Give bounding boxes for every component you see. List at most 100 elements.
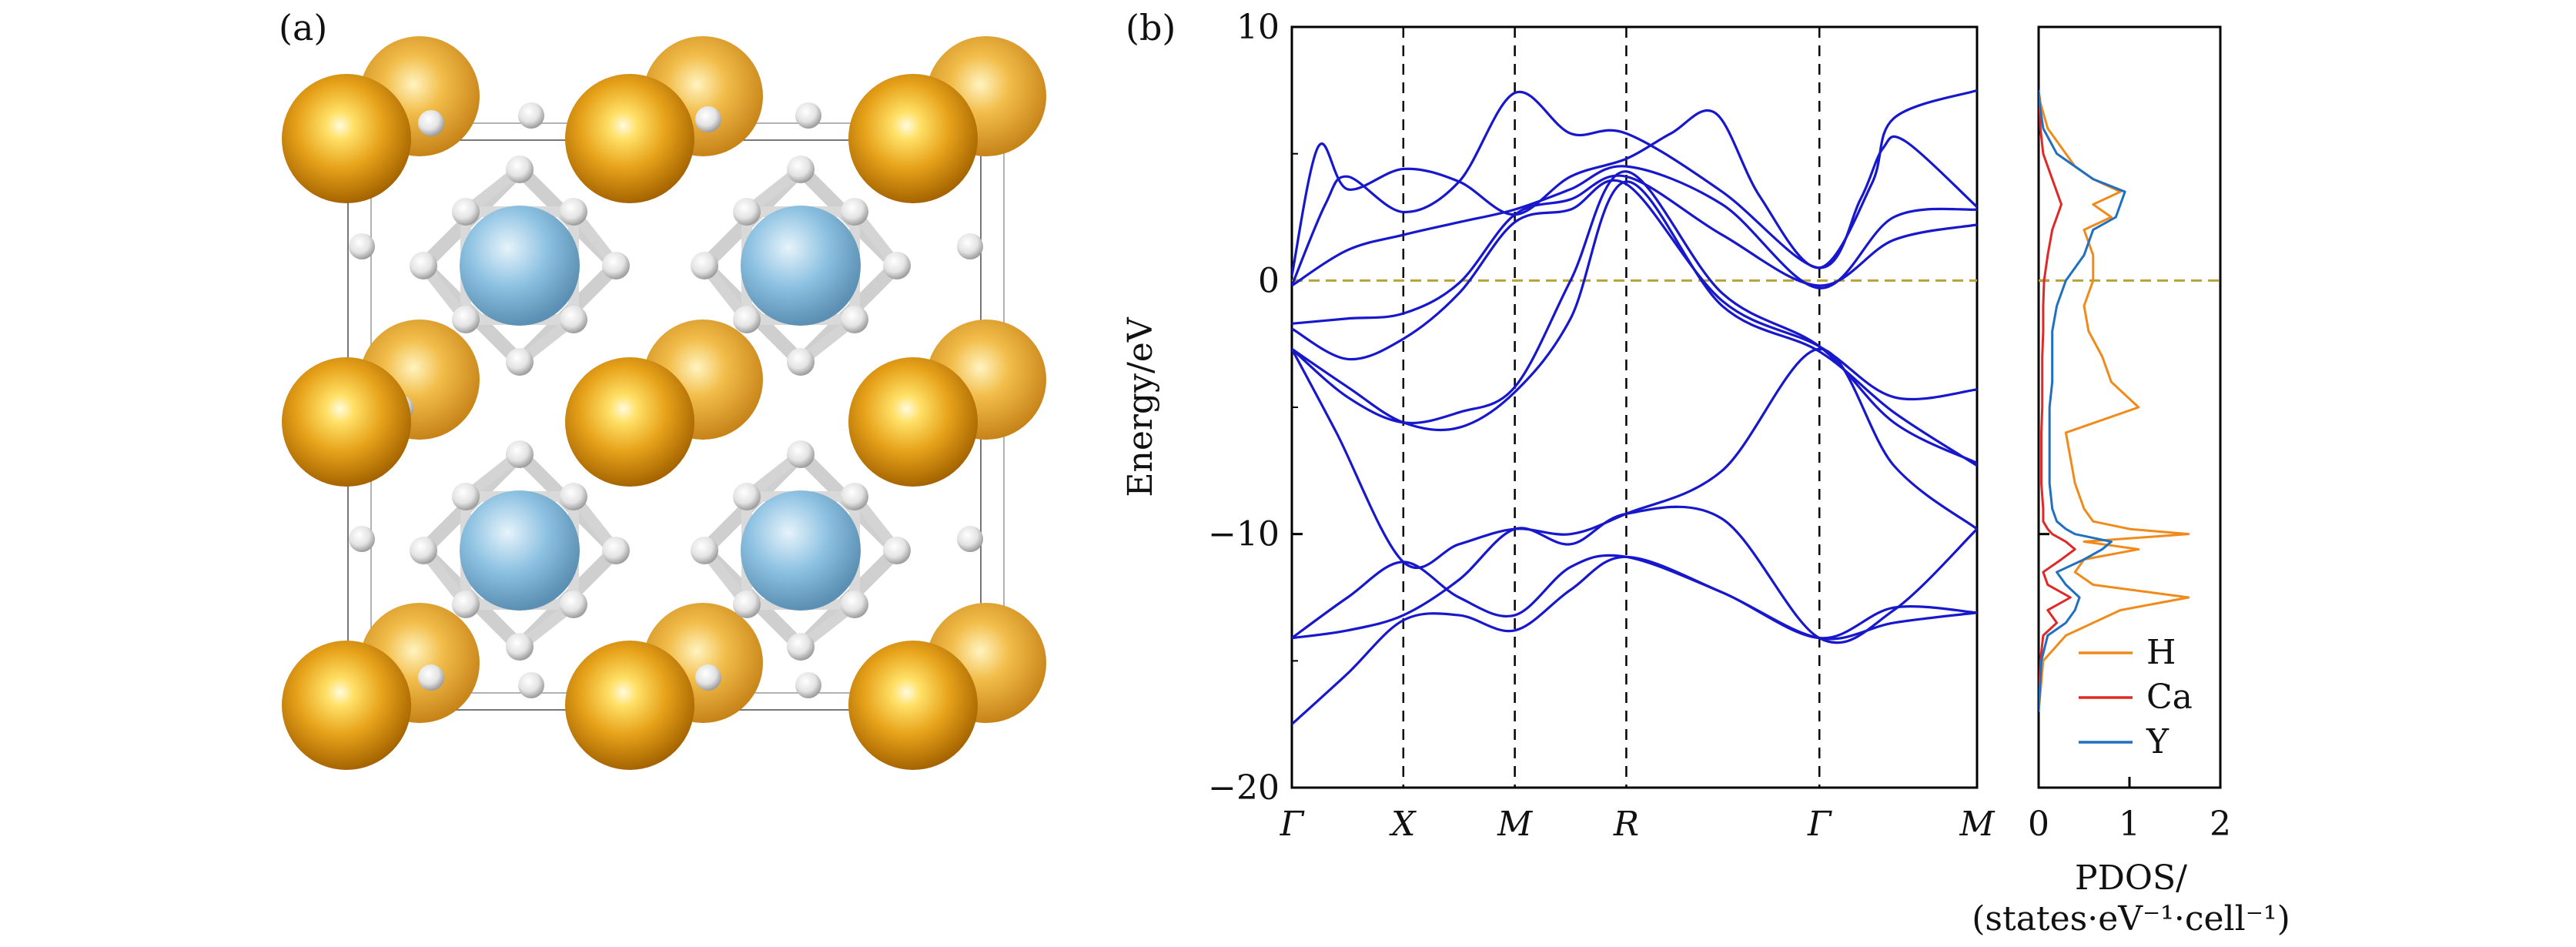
- kpoint-label: X: [1389, 805, 1417, 844]
- h-atom: [957, 233, 983, 259]
- pdos-line-y: [2039, 90, 2126, 712]
- y-tick-label: 10: [1236, 8, 1280, 47]
- legend-label: Y: [2146, 722, 2170, 761]
- y-atom: [460, 490, 580, 611]
- y-tick-label: 0: [1258, 261, 1280, 300]
- crystal-structure: [282, 36, 1046, 770]
- ca-atom: [565, 641, 694, 770]
- pdos-line-ca: [2039, 90, 2076, 712]
- band-line: [1292, 555, 1977, 725]
- band-line: [1292, 554, 1977, 640]
- kpoint-label: R: [1613, 805, 1639, 844]
- h-atom: [787, 633, 815, 661]
- pdos-x-axis-label-line1: PDOS/: [2075, 858, 2187, 898]
- panel-b-label: (b): [1126, 7, 1176, 49]
- y-atom: [460, 206, 580, 326]
- legend-label: Ca: [2146, 678, 2193, 717]
- h-atom: [733, 483, 761, 510]
- h-atom: [602, 252, 630, 279]
- h-atom: [883, 252, 911, 279]
- h-atom: [349, 526, 375, 552]
- ca-atom: [282, 74, 411, 203]
- h-atom: [518, 672, 544, 698]
- h-atom: [841, 483, 868, 510]
- kpoint-label: Γ: [1807, 805, 1832, 844]
- ca-atom: [848, 357, 978, 487]
- x-tick-label: 1: [2119, 805, 2140, 844]
- band-line: [1292, 347, 1977, 569]
- h-atom: [506, 440, 534, 468]
- kpoint-label: M: [1497, 805, 1533, 844]
- band-line: [1292, 179, 1977, 401]
- band-line: [1292, 180, 1977, 467]
- ca-atom: [848, 74, 978, 203]
- y-tick-label: −10: [1208, 515, 1280, 554]
- h-atom: [695, 106, 721, 132]
- h-atom: [506, 156, 534, 183]
- x-tick-label: 0: [2028, 805, 2049, 844]
- h-atom: [560, 306, 587, 333]
- kpoint-label: M: [1959, 805, 1995, 844]
- band-line: [1292, 89, 1977, 276]
- ca-atom: [282, 641, 411, 770]
- y-atom: [741, 490, 861, 611]
- h-atom: [787, 156, 815, 183]
- h-atom: [349, 233, 375, 259]
- ca-atom: [282, 357, 411, 487]
- band-y-axis-label: Energy/eV: [1121, 316, 1160, 497]
- h-atom: [410, 252, 437, 279]
- legend-label: H: [2146, 633, 2176, 672]
- band-line: [1292, 170, 1977, 464]
- pdos-curves: [2039, 90, 2190, 712]
- bands-group: [1292, 89, 1977, 725]
- ca-atom: [565, 74, 694, 203]
- h-atom: [795, 102, 821, 129]
- pdos-plot-frame: [2037, 25, 2222, 789]
- h-atom: [452, 483, 480, 510]
- h-atom: [418, 664, 444, 691]
- h-atom: [787, 440, 815, 468]
- panel-a-label: (a): [279, 7, 327, 49]
- pdos-plot: PDOS/ (states·eV⁻¹·cell⁻¹) 0 1 2 H Ca Y: [1972, 25, 2290, 939]
- h-atom: [518, 102, 544, 129]
- h-atom: [841, 591, 868, 618]
- ca-atom: [565, 357, 694, 487]
- h-atom: [506, 348, 534, 376]
- h-atom: [841, 306, 868, 333]
- h-atom: [602, 537, 630, 564]
- kpoint-label: Γ: [1280, 805, 1305, 844]
- band-structure-plot: Energy/eV 100−10−20Γ X M R Γ M: [1121, 8, 1995, 844]
- band-plot-frame: [1290, 25, 1979, 789]
- h-atom: [691, 252, 718, 279]
- band-line: [1292, 90, 1977, 286]
- h-atom: [410, 537, 437, 564]
- h-atom: [691, 537, 718, 564]
- h-atom: [452, 198, 480, 226]
- h-atom: [733, 198, 761, 226]
- h-atom: [560, 198, 587, 226]
- h-atom: [733, 591, 761, 618]
- h-atom: [957, 526, 983, 552]
- pdos-x-axis-label-line2: (states·eV⁻¹·cell⁻¹): [1972, 899, 2290, 939]
- h-atom: [841, 198, 868, 226]
- x-tick-label: 2: [2210, 805, 2231, 844]
- h-atom: [883, 537, 911, 564]
- h-atom: [452, 306, 480, 333]
- band-line: [1292, 165, 1977, 289]
- h-atom: [733, 306, 761, 333]
- y-tick-label: −20: [1208, 768, 1280, 808]
- ca-atom: [848, 641, 978, 770]
- h-atom: [795, 672, 821, 698]
- y-atom: [741, 206, 861, 326]
- band-line: [1292, 505, 1977, 644]
- h-atom: [506, 633, 534, 661]
- h-atom: [452, 591, 480, 618]
- h-atom: [695, 664, 721, 691]
- pdos-line-h: [2039, 90, 2190, 712]
- h-atom: [787, 348, 815, 376]
- h-atom: [560, 483, 587, 510]
- h-atom: [560, 591, 587, 618]
- h-atom: [418, 110, 444, 136]
- band-line: [1292, 174, 1977, 325]
